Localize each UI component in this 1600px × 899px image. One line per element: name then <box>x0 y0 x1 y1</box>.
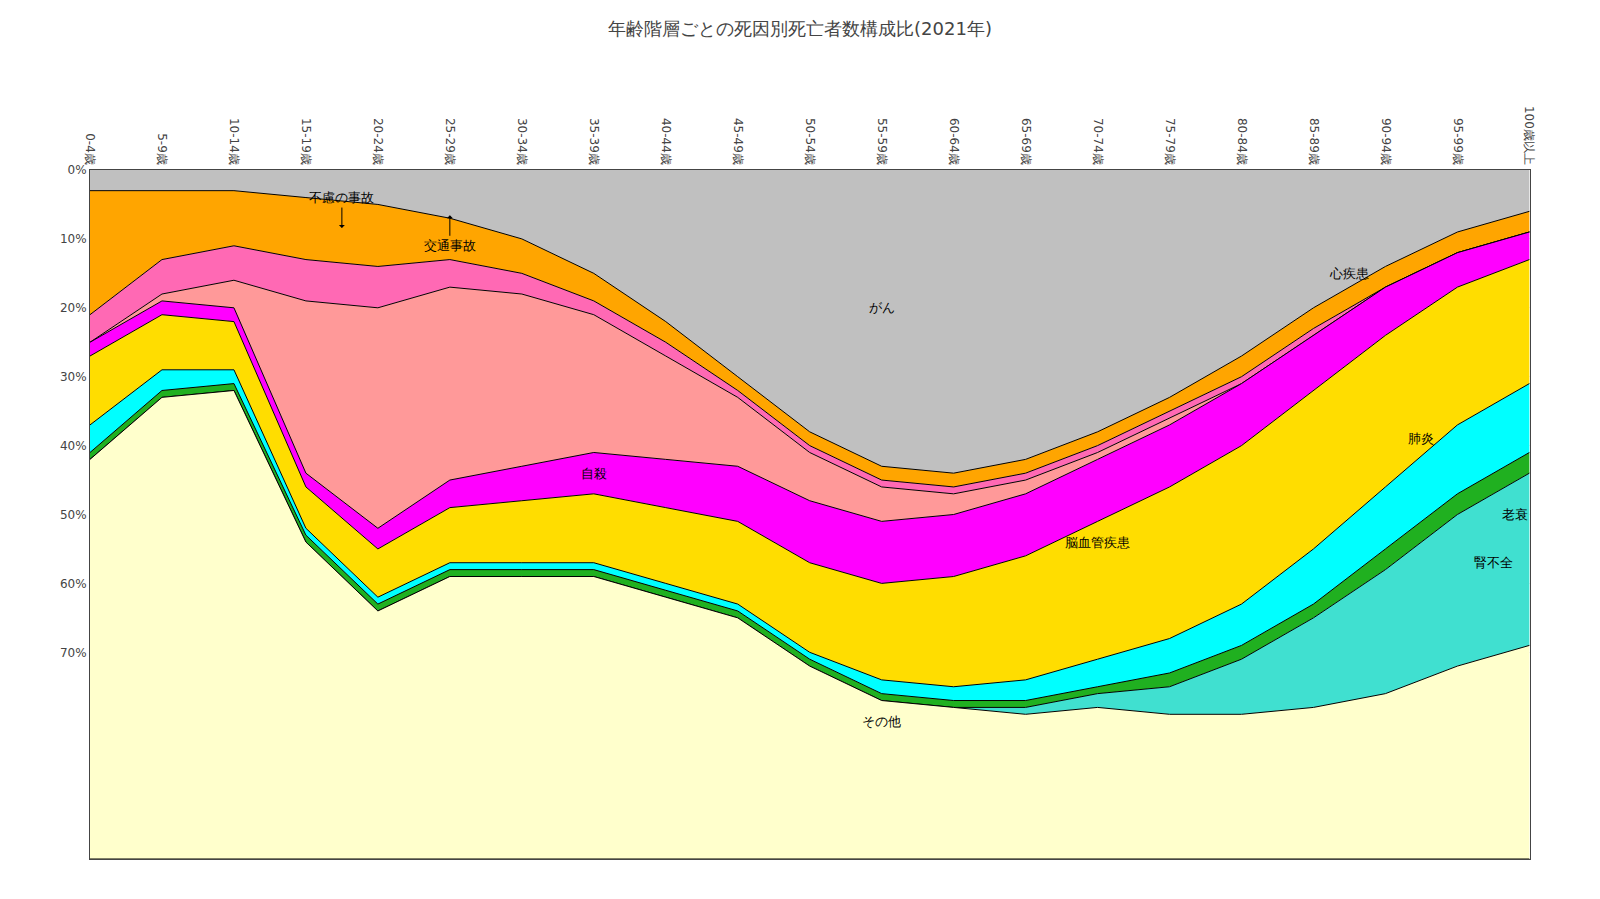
svg-text:30%: 30% <box>60 370 87 384</box>
svg-text:老衰: 老衰 <box>1502 507 1528 522</box>
svg-text:自殺: 自殺 <box>581 466 607 481</box>
svg-text:70%: 70% <box>60 646 87 660</box>
svg-text:50-54歳: 50-54歳 <box>803 118 817 165</box>
svg-text:95-99歳: 95-99歳 <box>1451 118 1465 165</box>
svg-text:40%: 40% <box>60 439 87 453</box>
svg-text:100歳以上: 100歳以上 <box>1522 106 1536 165</box>
svg-text:75-79歳: 75-79歳 <box>1163 118 1177 165</box>
svg-text:20%: 20% <box>60 301 87 315</box>
svg-text:80-84歳: 80-84歳 <box>1235 118 1249 165</box>
svg-text:10-14歳: 10-14歳 <box>227 118 241 165</box>
svg-text:肺炎: 肺炎 <box>1408 431 1434 446</box>
svg-text:70-74歳: 70-74歳 <box>1091 118 1105 165</box>
svg-text:85-89歳: 85-89歳 <box>1307 118 1321 165</box>
svg-text:40-44歳: 40-44歳 <box>659 118 673 165</box>
svg-text:その他: その他 <box>862 714 901 729</box>
svg-text:65-69歳: 65-69歳 <box>1019 118 1033 165</box>
svg-text:5-9歳: 5-9歳 <box>155 133 169 165</box>
svg-text:不慮の事故: 不慮の事故 <box>309 190 374 205</box>
svg-text:90-94歳: 90-94歳 <box>1379 118 1393 165</box>
svg-text:35-39歳: 35-39歳 <box>587 118 601 165</box>
svg-text:心疾患: 心疾患 <box>1329 266 1369 281</box>
svg-text:15-19歳: 15-19歳 <box>299 118 313 165</box>
svg-text:30-34歳: 30-34歳 <box>515 118 529 165</box>
svg-text:腎不全: 腎不全 <box>1474 555 1513 570</box>
svg-text:年齢階層ごとの死因別死亡者数構成比(2021年): 年齢階層ごとの死因別死亡者数構成比(2021年) <box>608 18 992 39</box>
svg-text:10%: 10% <box>60 232 87 246</box>
svg-text:交通事故: 交通事故 <box>424 238 476 253</box>
svg-text:がん: がん <box>869 300 895 315</box>
svg-text:0-4歳: 0-4歳 <box>83 133 97 165</box>
svg-text:脳血管疾患: 脳血管疾患 <box>1065 535 1130 550</box>
svg-text:20-24歳: 20-24歳 <box>371 118 385 165</box>
svg-text:25-29歳: 25-29歳 <box>443 118 457 165</box>
svg-text:60%: 60% <box>60 577 87 591</box>
svg-text:50%: 50% <box>60 508 87 522</box>
svg-text:0%: 0% <box>68 163 87 177</box>
svg-text:60-64歳: 60-64歳 <box>947 118 961 165</box>
svg-text:45-49歳: 45-49歳 <box>731 118 745 165</box>
svg-text:55-59歳: 55-59歳 <box>875 118 889 165</box>
